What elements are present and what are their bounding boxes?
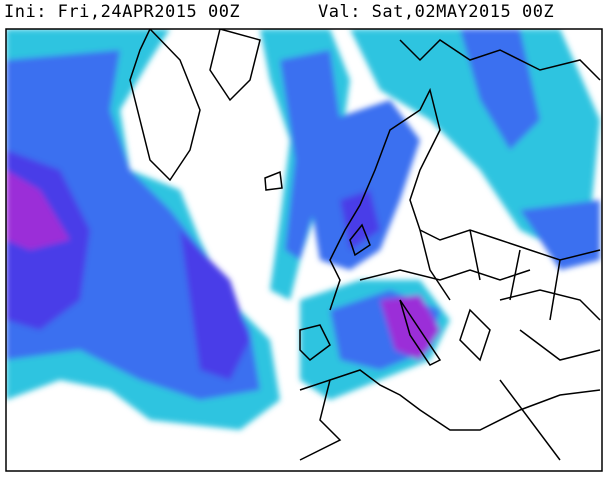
init-time: Ini: Fri,24APR2015 00Z xyxy=(4,2,241,22)
map-frame xyxy=(5,28,603,472)
valid-time: Val: Sat,02MAY2015 00Z xyxy=(318,2,555,22)
precipitation-field xyxy=(6,29,600,430)
coastlines xyxy=(129,29,601,461)
